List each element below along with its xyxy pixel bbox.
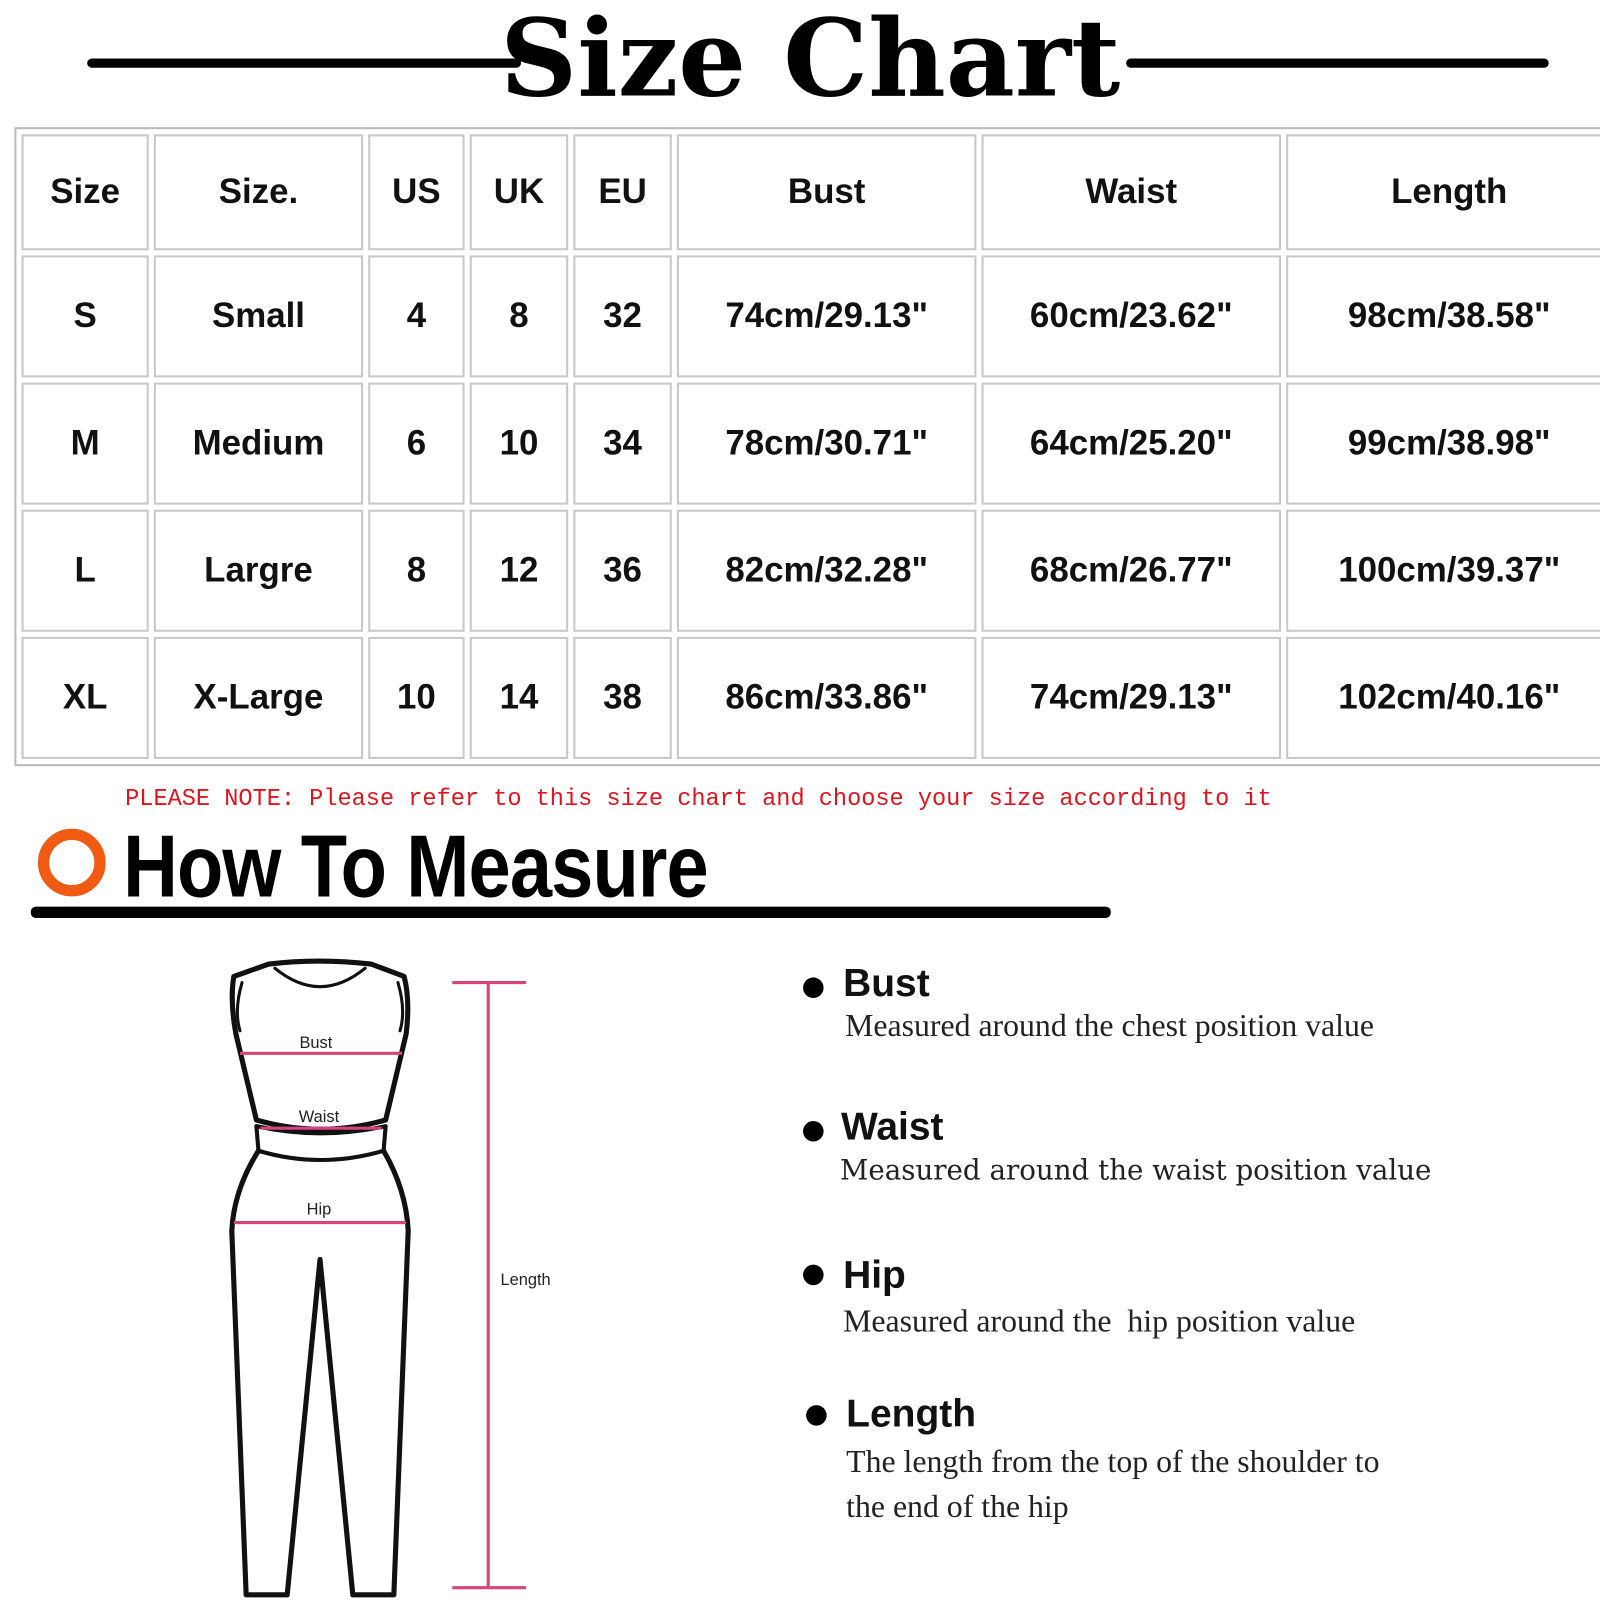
table-cell: 78cm/30.71": [676, 382, 977, 505]
table-cell: S: [21, 255, 149, 378]
table-cell: 82cm/32.28": [676, 509, 977, 632]
header-cell: US: [368, 134, 465, 251]
figure-label-bust: Bust: [299, 1034, 332, 1052]
figure-label-hip: Hip: [307, 1200, 332, 1218]
figure-label-waist: Waist: [299, 1108, 340, 1126]
table-cell: X-Large: [153, 636, 364, 759]
table-cell: 12: [469, 509, 569, 632]
how-to-rule: [30, 906, 1111, 918]
table-cell: 98cm/38.58": [1286, 255, 1600, 378]
header-cell: Waist: [981, 134, 1282, 251]
figure-label-length: Length: [501, 1271, 551, 1289]
table-row: S Small 4 8 32 74cm/29.13" 60cm/23.62" 98cm/38.…: [21, 255, 1600, 378]
table-cell: 74cm/29.13": [981, 636, 1282, 759]
header-cell: Bust: [676, 134, 977, 251]
table-header-row: Size Size. US UK EU Bust Waist Length: [21, 134, 1600, 251]
page-title: Size Chart: [500, 0, 1121, 122]
table-cell: 34: [573, 382, 672, 505]
bullet-icon: [803, 1264, 824, 1286]
measure-desc-length: The length from the top of the shoulder …: [846, 1443, 1380, 1479]
header-cell: UK: [469, 134, 569, 251]
table-cell: 8: [469, 255, 569, 378]
title-rule-left: [87, 58, 522, 68]
table-cell: 74cm/29.13": [676, 255, 977, 378]
ring-icon: [37, 828, 106, 897]
table-cell: 4: [368, 255, 465, 378]
table-row: XL X-Large 10 14 38 86cm/33.86" 74cm/29.13" 102…: [21, 636, 1600, 759]
measure-desc-length-2: the end of the hip: [846, 1488, 1069, 1525]
table-cell: 32: [573, 255, 672, 378]
header-cell: Size: [21, 134, 149, 251]
table-row: M Medium 6 10 34 78cm/30.71" 64cm/25.20" 99cm/3…: [21, 382, 1600, 505]
table-cell: 10: [469, 382, 569, 505]
measure-title-waist: Waist: [841, 1105, 944, 1149]
table-cell: 100cm/39.37": [1286, 509, 1600, 632]
table-cell: 8: [368, 509, 465, 632]
header-cell: EU: [573, 134, 672, 251]
table-cell: 86cm/33.86": [676, 636, 977, 759]
table-cell: 99cm/38.98": [1286, 382, 1600, 505]
please-note: PLEASE NOTE: Please refer to this size c…: [125, 785, 1272, 813]
how-to-measure-title: How To Measure: [123, 817, 709, 916]
table-cell: XL: [21, 636, 149, 759]
measure-title-bust: Bust: [843, 962, 930, 1006]
table-cell: 6: [368, 382, 465, 505]
bullet-icon: [806, 1405, 827, 1426]
measure-desc-bust: Measured around the chest position value: [845, 1007, 1375, 1044]
table-cell: 14: [469, 636, 569, 759]
title-rule-right: [1126, 58, 1549, 68]
table-cell: 68cm/26.77": [981, 509, 1282, 632]
measure-desc-hip: Measured around the hip position value: [843, 1302, 1356, 1339]
measure-title-hip: Hip: [843, 1254, 906, 1298]
table-cell: Small: [153, 255, 364, 378]
table-cell: 60cm/23.62": [981, 255, 1282, 378]
table-cell: 38: [573, 636, 672, 759]
table-cell: 10: [368, 636, 465, 759]
bullet-icon: [803, 1121, 824, 1142]
bullet-icon: [803, 977, 824, 998]
header-cell: Length: [1286, 134, 1600, 251]
table-cell: Medium: [153, 382, 364, 505]
table-cell: 64cm/25.20": [981, 382, 1282, 505]
measure-desc-waist: Measured around the waist position value: [839, 1154, 1432, 1187]
table-cell: 36: [573, 509, 672, 632]
table-cell: L: [21, 509, 149, 632]
table-cell: 102cm/40.16": [1286, 636, 1600, 759]
table-row: L Largre 8 12 36 82cm/32.28" 68cm/26.77" 100cm/…: [21, 509, 1600, 632]
header-cell: Size.: [153, 134, 364, 251]
table-cell: Largre: [153, 509, 364, 632]
table-cell: M: [21, 382, 149, 505]
measure-title-length: Length: [846, 1392, 977, 1436]
